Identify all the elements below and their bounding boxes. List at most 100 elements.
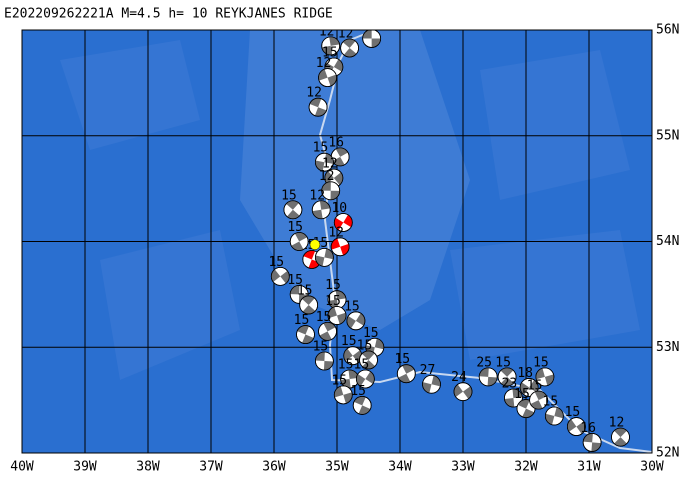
beachball-outline	[359, 350, 378, 370]
lat-label: 56N	[656, 23, 679, 38]
depth-label: 15	[325, 278, 341, 293]
beachball-quadrant	[309, 98, 327, 117]
depth-label: 15	[354, 357, 370, 372]
depth-label: 15	[325, 294, 341, 309]
beachball	[535, 367, 555, 387]
map-frame	[21, 29, 653, 454]
depth-label: 15	[344, 299, 360, 314]
beachball-quadrant	[453, 384, 472, 399]
beachball	[321, 36, 341, 56]
depth-label: 15	[338, 357, 354, 372]
beachball-outline	[330, 237, 350, 257]
beachball-outline	[422, 374, 441, 394]
beachball	[330, 237, 350, 257]
beachball	[478, 367, 498, 387]
beachball	[283, 200, 303, 220]
beachball	[296, 325, 315, 344]
beachball	[359, 350, 378, 370]
beachball-quadrant	[315, 153, 334, 172]
depth-label: 15	[297, 283, 313, 298]
depth-label: 23	[502, 377, 518, 392]
beachball	[270, 266, 290, 286]
beachball-quadrant	[362, 30, 381, 48]
bathymetry	[60, 40, 640, 380]
beachball	[314, 152, 334, 172]
beachball	[611, 427, 630, 447]
beachball-quadrant	[328, 290, 346, 309]
beachball	[289, 232, 309, 251]
depth-label: 15	[316, 310, 332, 325]
beachball-quadrant	[545, 407, 564, 425]
beachball-quadrant	[332, 147, 348, 166]
bathymetry	[240, 30, 470, 330]
depth-label: 15	[313, 339, 329, 354]
beachball-outline	[504, 388, 523, 408]
beachball-outline	[289, 232, 309, 251]
beachball-quadrant	[361, 350, 376, 369]
depth-label: 12	[328, 225, 344, 240]
depth-label: 15	[357, 338, 373, 353]
beachball-quadrant	[315, 351, 334, 370]
beachball-quadrant	[346, 313, 365, 329]
beachball	[333, 213, 353, 232]
depth-label: 15	[363, 326, 379, 341]
beachball-outline	[308, 97, 328, 117]
beachball-outline	[355, 369, 375, 389]
beachball-outline	[396, 364, 416, 384]
beachball-outline	[352, 396, 372, 415]
beachball-quadrant	[398, 364, 415, 383]
beachball	[308, 97, 328, 117]
lat-label: 54N	[656, 234, 679, 249]
beachball-quadrant	[301, 295, 316, 314]
beachball-outline	[453, 382, 473, 402]
beachball	[314, 351, 334, 371]
depth-label: 16	[580, 421, 596, 436]
beachball	[453, 382, 473, 402]
depth-label: 15	[543, 394, 559, 409]
beachball	[314, 247, 334, 267]
beachball-outline	[289, 284, 309, 304]
depth-label: 15	[281, 188, 297, 203]
depth-label: 12	[319, 169, 335, 184]
beachball-quadrant	[567, 419, 586, 434]
beachball-outline	[478, 367, 498, 387]
lon-label: 34W	[388, 460, 412, 475]
beachball-outline	[362, 30, 382, 48]
lon-label: 36W	[262, 460, 286, 475]
beachball-quadrant	[286, 200, 300, 219]
lon-label: 32W	[514, 460, 538, 475]
beachball-outline	[567, 417, 586, 436]
depth-label: 12	[316, 56, 332, 71]
depth-label: 12	[309, 188, 325, 203]
depth-label: 15	[287, 220, 303, 235]
beachball-outline	[327, 306, 347, 325]
beachball	[519, 378, 539, 397]
epicenter	[309, 239, 321, 250]
beachball-outline	[333, 385, 353, 405]
beachball	[544, 406, 564, 426]
lat-label: 55N	[656, 128, 679, 143]
beachball	[529, 390, 548, 410]
depth-label: 15	[394, 352, 410, 367]
map-title: E202209262221A M=4.5 h= 10 REYKJANES RID…	[4, 7, 333, 22]
beachball-quadrant	[520, 379, 539, 395]
beachball-outline	[318, 321, 337, 341]
beachball-outline	[321, 181, 341, 201]
depth-label: 15	[350, 384, 366, 399]
depth-label: 15	[287, 273, 303, 288]
lon-label: 37W	[199, 460, 223, 475]
beachball-outline	[299, 295, 319, 315]
lon-label: 40W	[10, 460, 34, 475]
beachball-quadrant	[328, 306, 346, 325]
beachball-outline	[318, 68, 337, 87]
lon-label: 38W	[136, 460, 160, 475]
beachball-outline	[519, 378, 539, 397]
beachball-quadrant	[342, 38, 357, 57]
beachball-quadrant	[504, 389, 523, 408]
beachball-quadrant	[343, 348, 362, 363]
beachball-quadrant	[271, 269, 290, 284]
lon-label: 35W	[325, 460, 349, 475]
depth-label: 15	[322, 46, 338, 61]
depth-label: 12	[306, 86, 322, 101]
